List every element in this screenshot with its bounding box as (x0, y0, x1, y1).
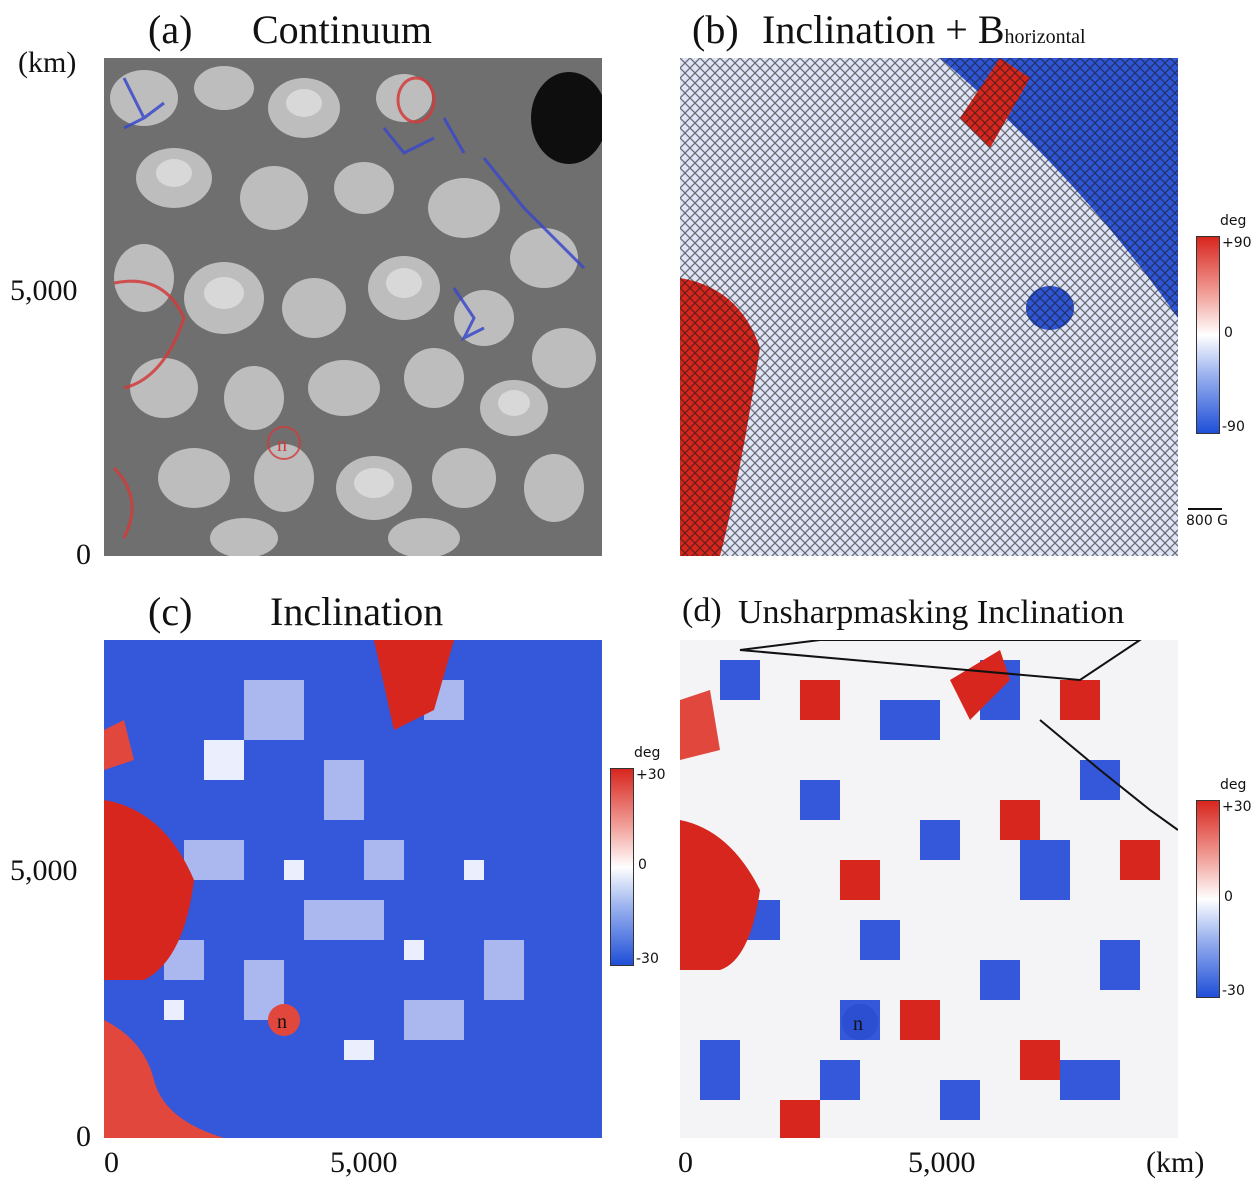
panel-d-unsharp-inclination-image: n (680, 640, 1178, 1138)
panel-c-colorbar-unit: deg (634, 745, 661, 761)
panel-b-colorbar-unit: deg (1220, 213, 1247, 229)
panel-b-colorbar-mid: 0 (1224, 325, 1233, 341)
y-axis-unit: (km) (18, 46, 77, 79)
panel-d-title: Unsharpmasking Inclination (738, 594, 1125, 631)
panel-c-colorbar (610, 768, 634, 966)
panel-c-title: Inclination (270, 589, 444, 634)
panel-b-label: (b) (692, 7, 739, 52)
panel-d-label: (d) (682, 592, 722, 629)
panel-c-ytick-5000: 5,000 (10, 854, 78, 887)
panel-b-title-subscript: horizontal (1004, 26, 1086, 48)
panel-d-xtick-0: 0 (678, 1146, 693, 1179)
panel-c-colorbar-mid: 0 (638, 857, 647, 873)
panel-d-colorbar-top: +30 (1222, 799, 1252, 815)
panel-a-title: Continuum (252, 7, 433, 52)
panel-b-scale-label: 800 G (1186, 513, 1229, 529)
panel-a-ytick-5000: 5,000 (10, 274, 78, 307)
panel-c-ytick-0: 0 (76, 1120, 91, 1153)
panel-b-colorbar-bottom: -90 (1222, 419, 1245, 435)
panel-c-marker: n (277, 1011, 287, 1033)
panel-b-colorbar-top: +90 (1222, 235, 1252, 251)
panel-c-colorbar-bottom: -30 (636, 951, 659, 967)
panel-a-label: (a) (148, 7, 193, 52)
panel-c-colorbar-top: +30 (636, 767, 666, 783)
panel-d-colorbar (1196, 800, 1220, 998)
panel-d-marker: n (853, 1013, 863, 1035)
panel-b-colorbar (1196, 236, 1220, 434)
panel-d-colorbar-bottom: -30 (1222, 983, 1245, 999)
panel-a-continuum-image: n (104, 58, 602, 556)
panel-d-xtick-5000: 5,000 (908, 1146, 976, 1179)
panel-c-inclination-image: n (104, 640, 602, 1138)
panel-c-xtick-5000: 5,000 (330, 1146, 398, 1179)
panel-b-title: Inclination + Bhorizontal (762, 7, 1086, 52)
panel-c-label: (c) (148, 589, 193, 634)
panel-d-colorbar-mid: 0 (1224, 889, 1233, 905)
panel-c-xtick-0: 0 (104, 1146, 119, 1179)
panel-a-marker: n (277, 434, 287, 456)
panel-b-inclination-bh-image (680, 58, 1178, 556)
panel-a-ytick-0: 0 (76, 538, 91, 571)
panel-d-colorbar-unit: deg (1220, 777, 1247, 793)
x-axis-unit: (km) (1146, 1146, 1205, 1179)
panel-b-scale-bar (1188, 508, 1222, 510)
